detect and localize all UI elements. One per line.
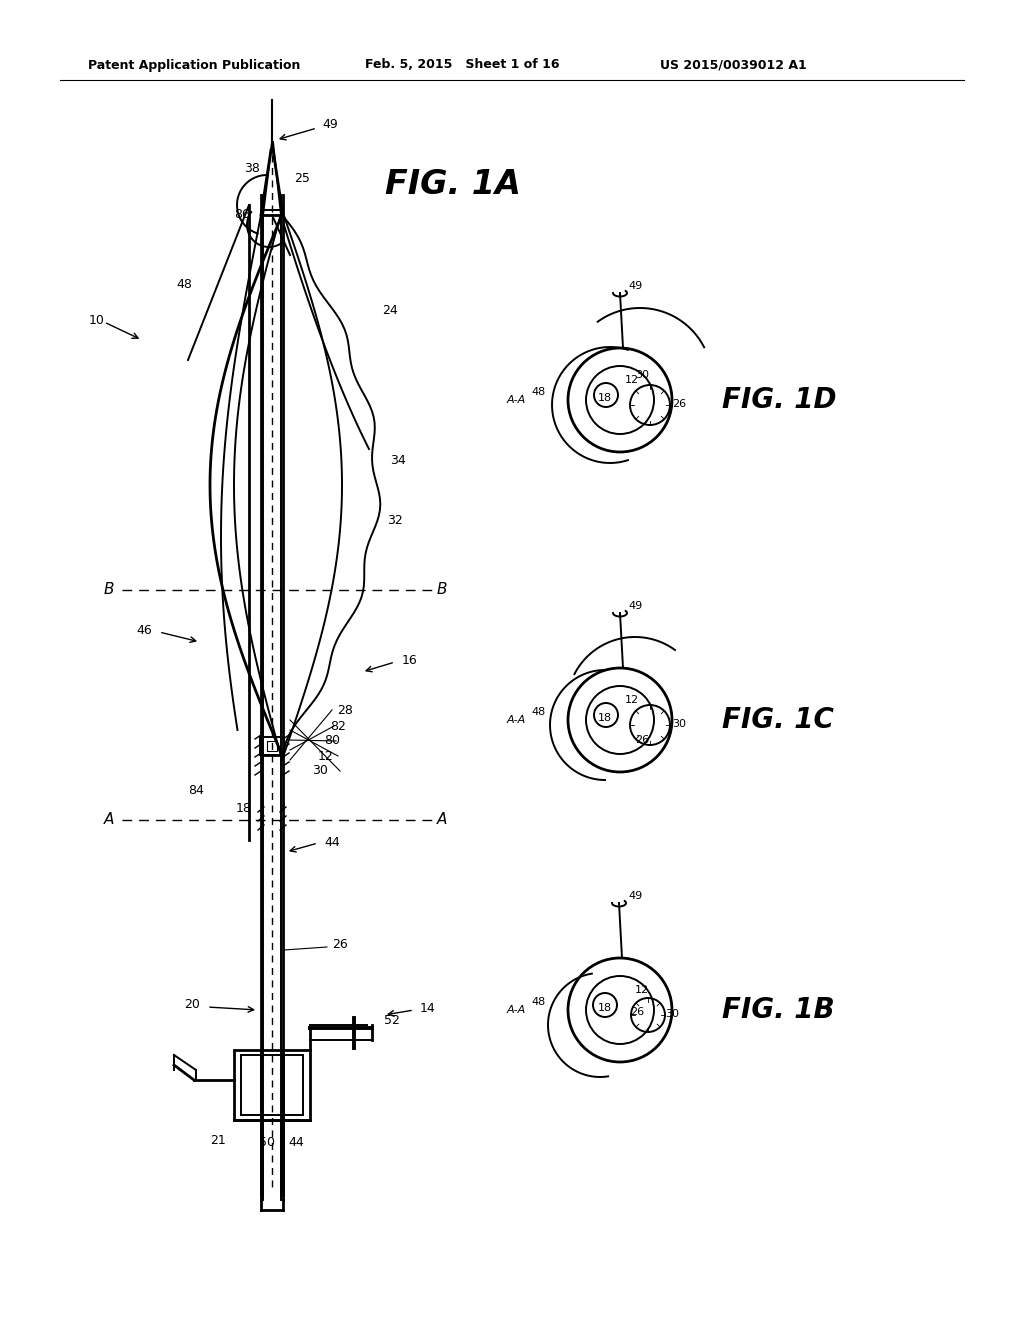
Bar [267, 741, 278, 751]
Text: 44: 44 [324, 836, 340, 849]
Text: 20: 20 [184, 998, 200, 1011]
Text: 44: 44 [288, 1135, 304, 1148]
Text: 82: 82 [330, 719, 346, 733]
Text: 80: 80 [324, 734, 340, 747]
Text: 49: 49 [628, 601, 642, 611]
Text: 30: 30 [665, 1008, 679, 1019]
Text: 18: 18 [237, 801, 252, 814]
Text: 24: 24 [382, 304, 397, 317]
Text: 18: 18 [598, 1003, 612, 1012]
Text: 34: 34 [390, 454, 406, 466]
Text: 12: 12 [625, 375, 639, 385]
Text: 28: 28 [337, 704, 353, 717]
Text: 18: 18 [598, 713, 612, 723]
Text: 26: 26 [630, 1007, 644, 1016]
Text: 16: 16 [402, 653, 418, 667]
Text: 49: 49 [322, 119, 338, 132]
Text: Patent Application Publication: Patent Application Publication [88, 58, 300, 71]
Text: B: B [103, 582, 114, 597]
Text: 84: 84 [188, 784, 204, 796]
Text: A-A: A-A [507, 395, 526, 405]
Text: FIG. 1C: FIG. 1C [722, 706, 834, 734]
Text: A-A: A-A [507, 715, 526, 725]
Text: 25: 25 [294, 172, 310, 185]
Text: FIG. 1D: FIG. 1D [722, 385, 837, 414]
Text: 12: 12 [625, 696, 639, 705]
Text: 26: 26 [332, 939, 348, 952]
Text: 30: 30 [672, 719, 686, 729]
Text: 48: 48 [176, 279, 191, 292]
Text: 30: 30 [635, 370, 649, 380]
Text: 12: 12 [635, 985, 649, 995]
Text: A-A: A-A [507, 1005, 526, 1015]
Text: 49: 49 [628, 891, 642, 902]
Bar [241, 1055, 303, 1115]
Text: 26: 26 [635, 735, 649, 744]
Text: 26: 26 [672, 399, 686, 409]
Text: 50: 50 [259, 1135, 275, 1148]
Text: 48: 48 [531, 387, 546, 397]
Text: 48: 48 [531, 708, 546, 717]
Text: FIG. 1B: FIG. 1B [722, 997, 835, 1024]
Text: 32: 32 [387, 513, 402, 527]
Text: 48: 48 [531, 997, 546, 1007]
Text: 49: 49 [628, 281, 642, 290]
Text: 52: 52 [384, 1014, 400, 1027]
Text: 46: 46 [136, 623, 152, 636]
Text: 14: 14 [420, 1002, 436, 1015]
Text: 30: 30 [312, 764, 328, 777]
Bar [234, 1049, 310, 1119]
Text: 21: 21 [210, 1134, 226, 1147]
Text: B: B [437, 582, 447, 597]
Text: 38: 38 [244, 161, 260, 174]
Text: Feb. 5, 2015   Sheet 1 of 16: Feb. 5, 2015 Sheet 1 of 16 [365, 58, 559, 71]
Text: 18: 18 [598, 393, 612, 403]
Bar [260, 737, 284, 755]
Text: 12: 12 [318, 750, 334, 763]
Text: US 2015/0039012 A1: US 2015/0039012 A1 [660, 58, 807, 71]
Text: A: A [103, 812, 114, 826]
Text: 10: 10 [89, 314, 104, 326]
Text: A: A [437, 812, 447, 826]
Text: 86: 86 [234, 209, 250, 222]
Text: FIG. 1A: FIG. 1A [385, 169, 521, 202]
